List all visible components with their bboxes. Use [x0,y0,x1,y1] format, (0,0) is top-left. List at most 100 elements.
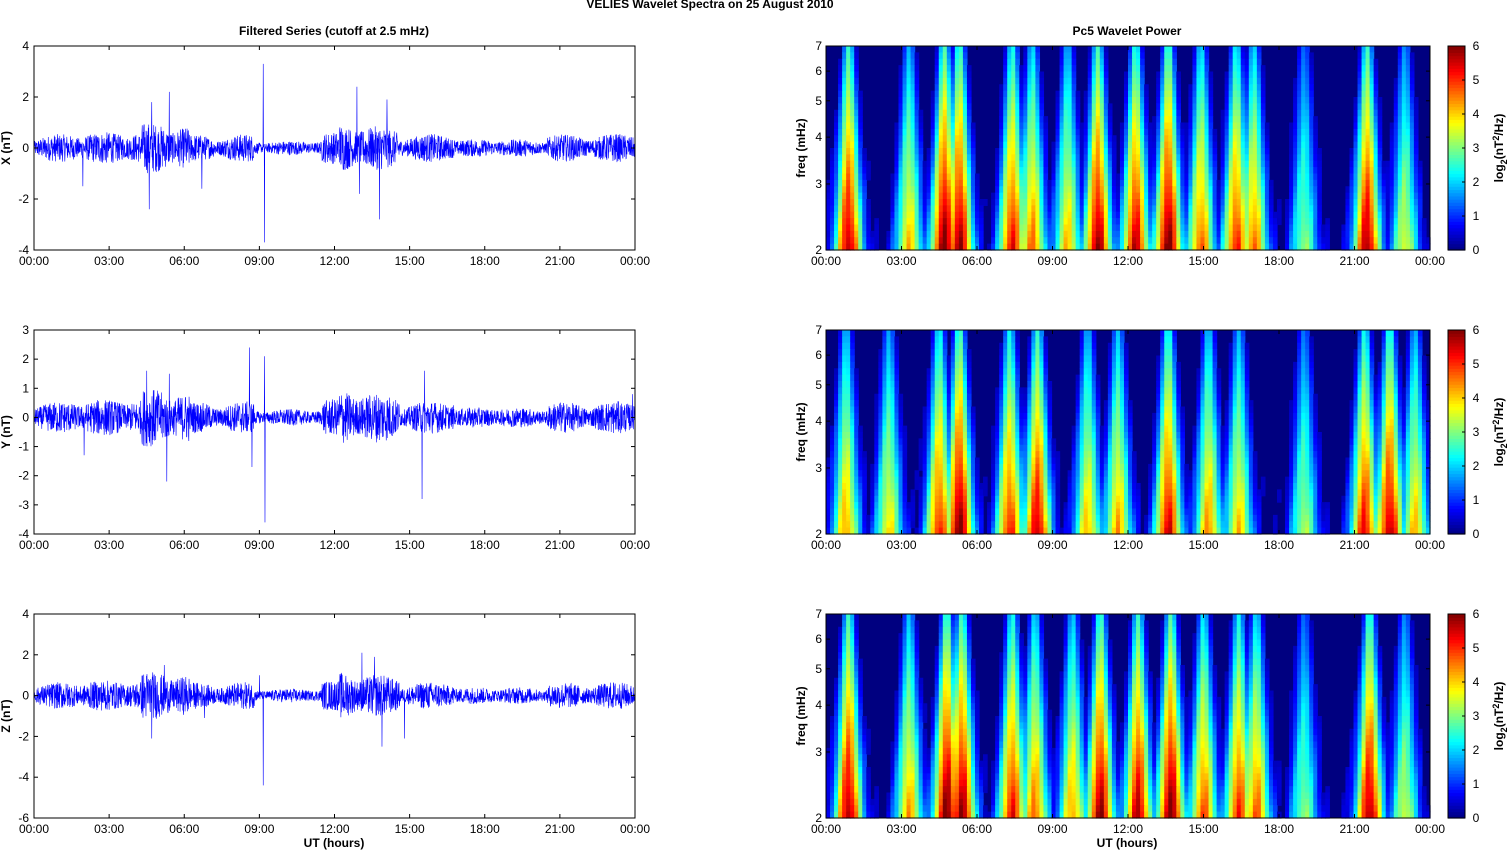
heatmap-cell [838,97,843,104]
heatmap-cell [1192,211,1198,219]
heatmap-cell [1417,199,1423,206]
heatmap-cell [1015,412,1020,420]
heatmap-cell [1172,205,1177,213]
heatmap-cell [1252,205,1258,213]
heatmap-cell [846,224,851,232]
heatmap-cell [1204,393,1210,401]
heatmap-cell [1417,393,1423,401]
heatmap-cell [1256,199,1262,206]
colorbar-swatch [1448,46,1465,50]
heatmap-cell [1172,109,1177,117]
heatmap-cell [842,355,847,363]
heatmap-cell [1164,336,1169,344]
x-tick-label: 03:00 [94,822,124,836]
heatmap-cell [1107,122,1113,130]
heatmap-cell [842,374,847,382]
heatmap-cell [1144,103,1149,111]
heatmap-cell [1232,330,1238,337]
heatmap-cell [1260,224,1266,232]
heatmap-cell [1301,90,1306,98]
heatmap-cell [954,52,960,60]
heatmap-cell [1168,218,1173,226]
heatmap-cell [910,84,916,92]
heatmap-cell [1027,52,1032,60]
heatmap-cell [966,211,972,219]
heatmap-cell [1357,224,1363,232]
heatmap-cell [1240,406,1246,414]
heatmap-cell [1357,179,1363,187]
heatmap-cell [830,179,835,187]
heatmap-cell [1015,381,1020,388]
heatmap-cell [938,387,944,395]
heatmap-cell [1099,52,1105,60]
x-tick-label: 21:00 [1339,254,1369,268]
heatmap-cell [1244,230,1250,238]
heatmap-cell [1144,186,1149,194]
heatmap-cell [1341,243,1347,251]
heatmap-cell [926,425,932,433]
heatmap-cell [1381,237,1387,245]
heatmap-cell [962,361,968,369]
heatmap-cell [854,103,859,111]
heatmap-cell [962,65,968,73]
heatmap-cell [1260,237,1266,245]
heatmap-cell [846,109,851,117]
heatmap-cell [1369,412,1375,420]
heatmap-cell [1003,148,1008,155]
heatmap-cell [1260,90,1266,98]
heatmap-cell [1208,205,1214,213]
heatmap-cell [962,46,968,53]
heatmap-cell [1405,97,1411,104]
heatmap-cell [1369,65,1375,73]
heatmap-cell [850,330,855,337]
heatmap-cell [1039,128,1045,136]
heatmap-cell [1027,160,1032,168]
heatmap-cell [1192,186,1198,194]
heatmap-cell [1361,148,1367,155]
colorbar-tick-label: 6 [1473,39,1480,53]
heatmap-cell [1256,52,1262,60]
heatmap-cell [1276,211,1282,219]
heatmap-cell [846,393,851,401]
heatmap-cell [1200,160,1206,168]
heatmap-cell [934,103,940,111]
heatmap-cell [910,243,916,251]
heatmap-cell [1357,218,1363,226]
heatmap-cell [954,218,960,226]
heatmap-cell [962,342,968,350]
heatmap-cell [834,387,839,395]
heatmap-cell [1409,90,1415,98]
heatmap-cell [1228,167,1234,175]
heatmap-cell [1007,406,1012,414]
heatmap-cell [1305,109,1310,117]
heatmap-cell [1236,103,1242,111]
heatmap-cell [902,154,908,162]
heatmap-cell [1297,381,1302,388]
heatmap-cell [1393,342,1399,350]
heatmap-cell [1091,381,1097,388]
heatmap-cell [1373,84,1379,92]
heatmap-cell [942,393,948,401]
heatmap-cell [1200,84,1206,92]
colorbar-swatch [1448,192,1465,197]
heatmap-cell [942,374,948,382]
heatmap-cell [1413,230,1419,238]
heatmap-cell [890,243,896,251]
heatmap-cell [1148,218,1153,226]
heatmap-cell [942,71,948,79]
heatmap-cell [1015,355,1020,363]
heatmap-cell [1232,103,1238,111]
heatmap-cell [1301,167,1306,175]
heatmap-cell [1248,135,1254,143]
heatmap-cell [999,141,1004,149]
heatmap-cell [1136,128,1141,136]
heatmap-cell [1007,167,1012,175]
heatmap-cell [1389,141,1395,149]
heatmap-cell [850,349,855,357]
heatmap-cell [1119,381,1125,388]
heatmap-cell [958,122,964,130]
heatmap-cell [942,179,948,187]
heatmap-cell [1188,199,1194,206]
heatmap-cell [1136,97,1141,104]
heatmap-cell [1264,218,1270,226]
